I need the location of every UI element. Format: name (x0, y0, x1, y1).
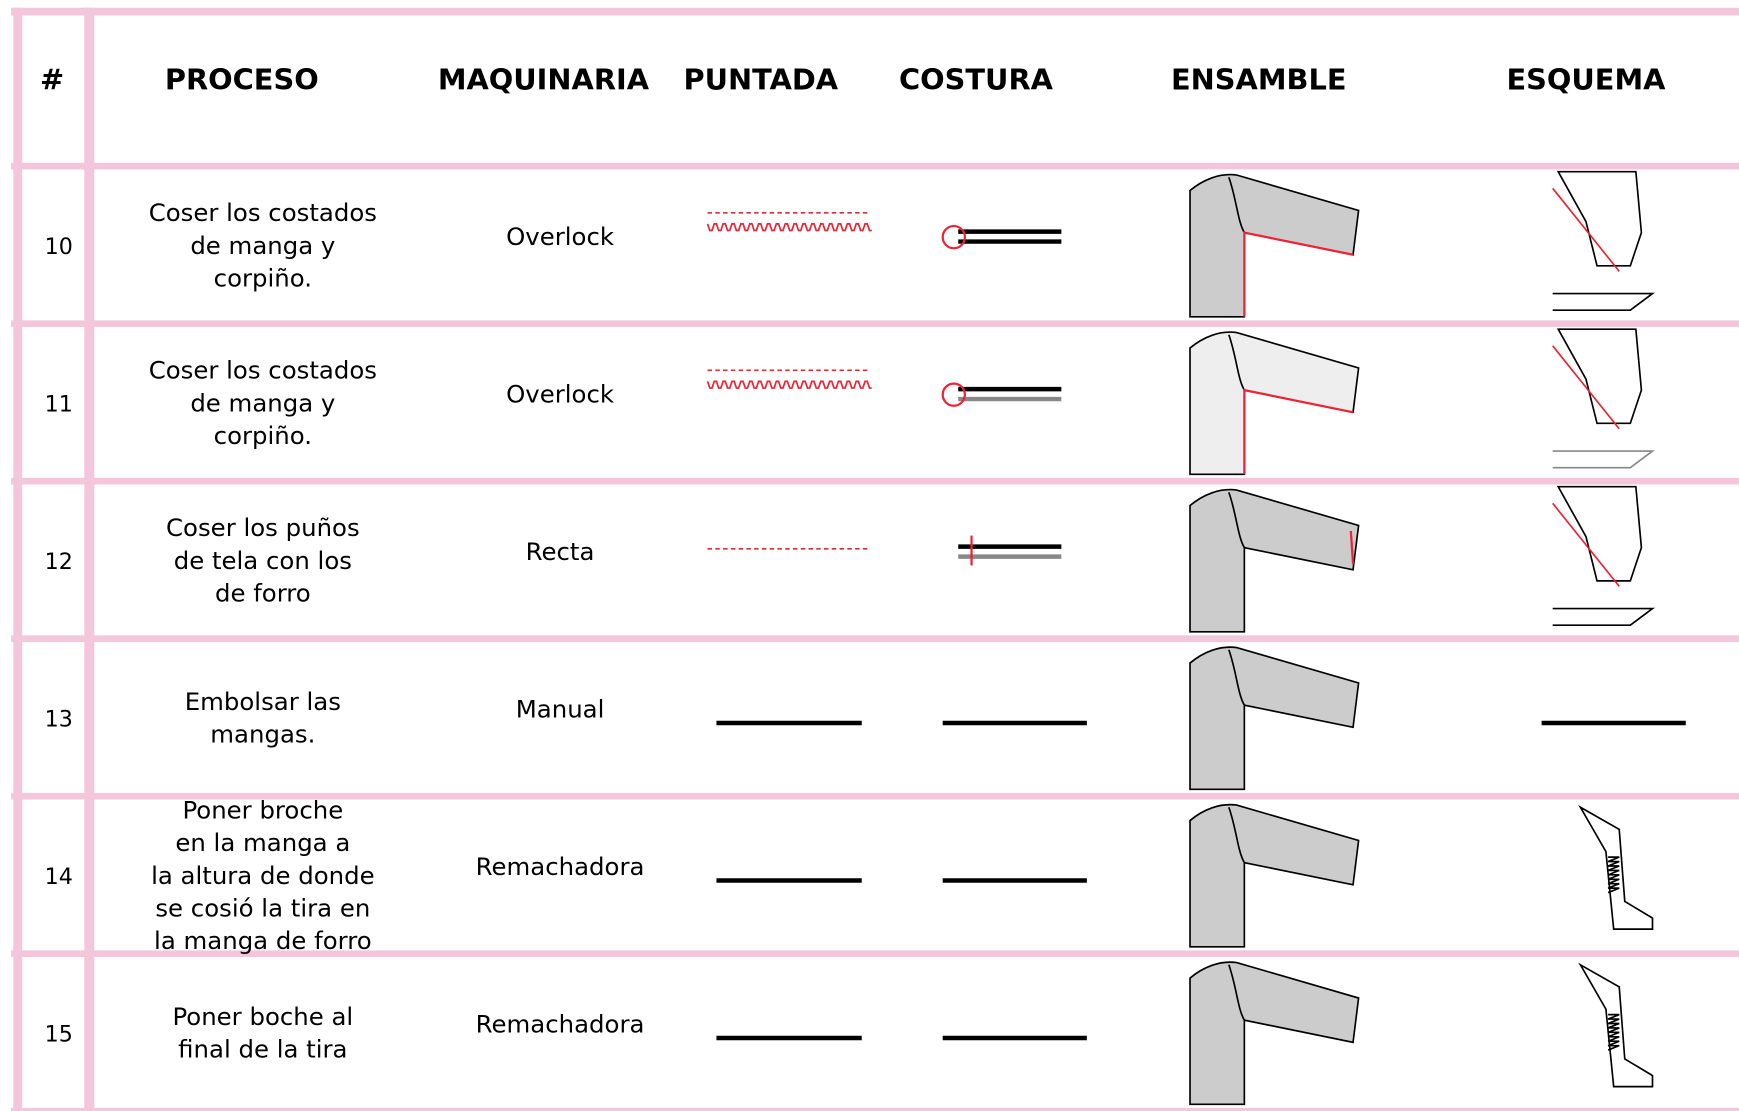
process-text: final de la tira (178, 1035, 347, 1064)
machine-text: Remachadora (476, 852, 645, 881)
row-icons (706, 170, 1655, 318)
row-number: 14 (45, 864, 73, 890)
row-border (11, 950, 1739, 958)
process-text: Embolsar las (185, 687, 341, 716)
process-text: en la manga a (175, 828, 350, 857)
riveter (1578, 805, 1654, 930)
machine-thread (1552, 345, 1620, 430)
machine-text: Manual (516, 694, 605, 723)
process-text: se cosió la tira en (155, 894, 370, 923)
seam-red (1349, 530, 1355, 565)
riveter (1578, 962, 1654, 1088)
process-text: de forro (215, 578, 311, 607)
seam-red (1243, 388, 1354, 475)
row-number: 15 (45, 1021, 73, 1047)
riveter-spring (1607, 1013, 1620, 1051)
table-body: 10 Coser los costados de manga y corpiño. Ov… (11, 162, 1739, 1111)
stitch-zigzag (706, 223, 872, 232)
machine-bed (1552, 607, 1655, 627)
process-text: de manga y (190, 231, 335, 260)
process-text: Coser los costados (149, 356, 377, 385)
column-header: MAQUINARIA (438, 63, 650, 97)
armhole (1228, 491, 1246, 549)
riveter-spring (1607, 856, 1620, 894)
machine-bed (1552, 292, 1655, 311)
process-text: la altura de donde (151, 861, 375, 890)
machine-text: Overlock (506, 379, 615, 408)
column-header: COSTURA (899, 63, 1054, 97)
armhole (1228, 334, 1246, 391)
machine (1556, 485, 1643, 582)
process-text: de manga y (190, 388, 335, 417)
header-row: # PROCESO MAQUINARIA PUNTADA COSTURA ENSAMBLE… (40, 63, 1666, 97)
armhole (1228, 649, 1246, 706)
machine (1556, 328, 1643, 425)
machine (1556, 170, 1643, 267)
machine-text: Overlock (506, 222, 615, 251)
garment (1189, 961, 1360, 1106)
row-border (11, 635, 1739, 643)
garment (1189, 646, 1360, 791)
process-text: corpiño. (214, 263, 312, 292)
process-text: Coser los costados (149, 198, 377, 227)
row-number: 11 (45, 391, 73, 417)
process-text: mangas. (210, 720, 315, 749)
column-header: ENSAMBLE (1171, 63, 1347, 97)
row-icons (716, 803, 1654, 948)
armhole (1228, 964, 1246, 1021)
machine-bed (1552, 450, 1655, 469)
row-border (11, 792, 1739, 800)
column-header: ESQUEMA (1506, 63, 1666, 97)
row-number: 12 (45, 549, 73, 575)
machine-text: Recta (526, 537, 595, 566)
process-text: Poner boche al (172, 1002, 353, 1031)
table-borders (11, 7, 1739, 1111)
row-border (11, 1107, 1739, 1111)
machine-text: Remachadora (476, 1009, 645, 1038)
armhole (1228, 176, 1246, 234)
row-icons (706, 328, 1655, 476)
row-icons (716, 961, 1654, 1106)
row-border (11, 320, 1739, 327)
seam-circle (941, 382, 966, 407)
row-border (11, 162, 1739, 170)
process-text: Coser los puños (166, 513, 360, 542)
column-header: PUNTADA (684, 63, 839, 97)
process-text: corpiño. (214, 421, 312, 450)
column-header: PROCESO (165, 63, 319, 97)
garment (1189, 803, 1360, 948)
armhole (1228, 807, 1246, 864)
row-icons (707, 485, 1655, 633)
garment (1189, 488, 1360, 633)
row-border (11, 477, 1739, 485)
row-icons (716, 646, 1686, 791)
row-number: 13 (45, 706, 73, 732)
process-text: de tela con los (174, 546, 352, 575)
row-number: 10 (45, 234, 73, 260)
column-header: # (40, 63, 64, 97)
machine-thread (1552, 187, 1620, 272)
stitch-zigzag (706, 380, 872, 389)
seam-circle (941, 224, 966, 250)
seam-red (1243, 231, 1354, 317)
process-text: Poner broche (182, 795, 343, 824)
process-text: la manga de forro (154, 926, 372, 955)
machine-thread (1552, 502, 1620, 587)
